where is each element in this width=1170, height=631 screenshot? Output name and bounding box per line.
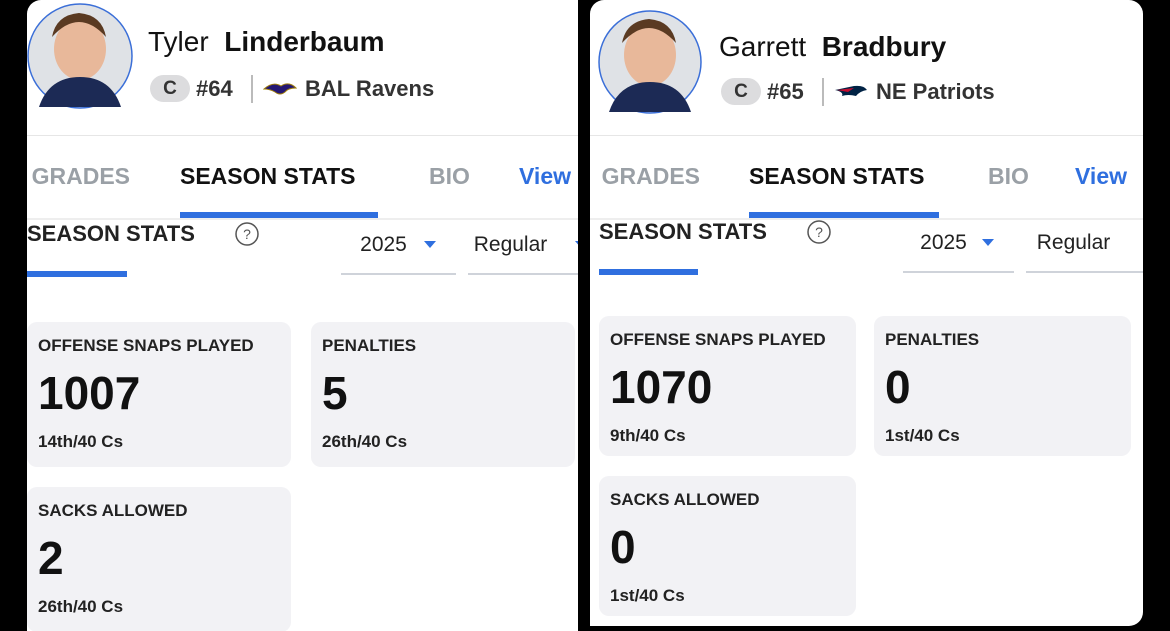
- stat-value: 1007: [38, 367, 141, 419]
- dropdown-value: 2025: [360, 233, 407, 256]
- dropdown[interactable]: Regular: [468, 233, 578, 275]
- tab-divider: [27, 218, 578, 220]
- team-name: NE Patriots: [876, 79, 995, 104]
- player-panel: Tyler Linderbaum C #64 BAL Ravens GRADES SEAS…: [27, 0, 578, 631]
- stat-rank: 1st/40 Cs: [885, 426, 960, 445]
- team-logo: [263, 83, 297, 95]
- stat-rank: 14th/40 Cs: [38, 432, 124, 451]
- section-title: SEASON STATS: [599, 219, 767, 244]
- stat-rank: 9th/40 Cs: [610, 426, 686, 445]
- dropdown-value: 2025: [920, 231, 967, 254]
- dropdown-value: Regular: [1036, 231, 1111, 254]
- dropdown[interactable]: Regular: [1026, 231, 1143, 273]
- tab[interactable]: View: [519, 163, 571, 189]
- first-name: Garrett: [719, 31, 807, 62]
- stat-card: OFFENSE SNAPS PLAYED 1007 14th/40 Cs: [27, 322, 291, 467]
- section-title: SEASON STATS: [27, 221, 195, 246]
- stat-value: 2: [38, 532, 64, 584]
- stat-label: PENALTIES: [885, 330, 980, 349]
- team-name: BAL Ravens: [305, 76, 435, 101]
- help-icon: ?: [807, 220, 831, 244]
- stat-value: 1070: [610, 361, 713, 413]
- jersey-number: #64: [196, 76, 233, 101]
- stat-card: OFFENSE SNAPS PLAYED 1070 9th/40 Cs: [599, 316, 856, 456]
- header-divider: [590, 135, 1143, 136]
- avatar: [598, 10, 702, 114]
- tab-divider: [590, 218, 1143, 220]
- player-panel: Garrett Bradbury C #65 NE Patriots GRADES SEA…: [590, 0, 1143, 626]
- header-divider: [27, 135, 578, 136]
- last-name: Bradbury: [821, 31, 947, 62]
- player-name: Tyler Linderbaum: [148, 26, 384, 58]
- stat-label: PENALTIES: [322, 336, 417, 355]
- tab[interactable]: View: [1075, 163, 1127, 189]
- stat-label: SACKS ALLOWED: [610, 490, 760, 509]
- stat-rank: 26th/40 Cs: [38, 597, 124, 616]
- tab[interactable]: SEASON STATS: [749, 163, 925, 189]
- position-badge: C: [721, 78, 761, 105]
- section-underline: [27, 271, 127, 277]
- svg-text:?: ?: [243, 226, 251, 242]
- dropdown[interactable]: 2025: [341, 233, 456, 275]
- separator: [822, 78, 824, 106]
- dropdown-caret: [424, 241, 436, 248]
- stat-label: OFFENSE SNAPS PLAYED: [38, 336, 254, 355]
- tab[interactable]: GRADES: [601, 163, 700, 189]
- tab[interactable]: BIO: [988, 163, 1029, 189]
- last-name: Linderbaum: [224, 26, 385, 57]
- tab[interactable]: GRADES: [31, 163, 130, 189]
- section-underline: [599, 269, 698, 275]
- tab[interactable]: BIO: [429, 163, 470, 189]
- dropdown-caret: [575, 241, 578, 245]
- tab-underline: [749, 212, 939, 218]
- stat-label: OFFENSE SNAPS PLAYED: [610, 330, 826, 349]
- dropdown[interactable]: 2025: [903, 231, 1014, 273]
- team-logo: [835, 85, 867, 96]
- tab-underline: [180, 212, 378, 218]
- player-name: Garrett Bradbury: [719, 31, 946, 63]
- separator: [251, 75, 253, 103]
- stat-value: 5: [322, 367, 348, 419]
- stat-rank: 26th/40 Cs: [322, 432, 408, 451]
- tab[interactable]: SEASON STATS: [180, 163, 356, 189]
- help-icon: ?: [235, 222, 259, 246]
- dropdown-value: Regular: [473, 233, 548, 256]
- position-badge: C: [150, 75, 190, 102]
- stat-card: SACKS ALLOWED 0 1st/40 Cs: [599, 476, 856, 616]
- stat-card: PENALTIES 0 1st/40 Cs: [874, 316, 1131, 456]
- stat-label: SACKS ALLOWED: [38, 501, 188, 520]
- stat-card: SACKS ALLOWED 2 26th/40 Cs: [27, 487, 291, 631]
- avatar: [27, 3, 133, 109]
- first-name: Tyler: [148, 26, 209, 57]
- stat-card: PENALTIES 5 26th/40 Cs: [311, 322, 575, 467]
- jersey-number: #65: [767, 79, 804, 104]
- svg-text:?: ?: [815, 224, 823, 240]
- dropdown-caret: [982, 239, 994, 246]
- stat-value: 0: [885, 361, 911, 413]
- stat-value: 0: [610, 521, 636, 573]
- stat-rank: 1st/40 Cs: [610, 586, 685, 605]
